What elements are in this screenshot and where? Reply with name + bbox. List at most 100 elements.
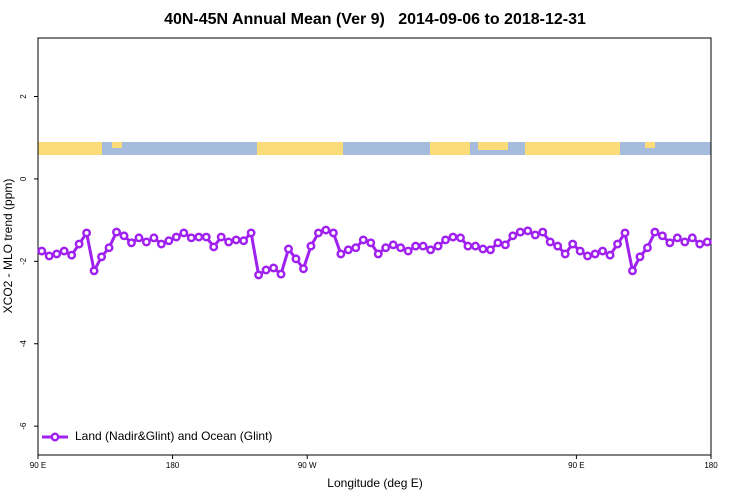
data-point [321,225,331,235]
data-point [433,241,443,251]
data-point [306,241,316,251]
data-point [598,246,608,256]
data-point [134,233,144,243]
data-point [388,240,398,250]
data-point [493,238,503,248]
y-tick-label: -6 [19,422,28,430]
data-point [471,241,480,251]
data-point [343,245,353,255]
data-point [642,243,652,253]
data-point [702,237,712,247]
data-point [575,246,585,256]
data-point [59,246,69,256]
y-tick-label: 0 [19,176,28,181]
data-point [112,227,121,237]
data-point [74,239,84,249]
data-point [82,228,92,238]
data-point [269,263,278,273]
data-point [246,228,256,238]
data-point [426,245,436,255]
x-tick-label: 90 E [568,461,584,470]
land-strip [112,142,122,148]
data-point [448,232,458,242]
data-point [366,238,376,248]
x-tick-label: 90 E [30,461,46,470]
data-point [628,266,637,276]
data-point [141,237,151,247]
land-strip [430,142,470,155]
land-strip [38,142,102,155]
data-point [515,227,525,237]
data-point [164,236,174,246]
data-point [605,250,615,260]
data-point [381,243,391,253]
data-point [186,233,196,243]
data-point [672,233,682,243]
data-point [538,227,548,237]
plot-frame [37,37,712,456]
data-point [328,228,338,238]
land-ocean-strip [38,142,711,155]
data-point [665,238,675,248]
land-strip [645,142,655,148]
data-point [201,232,211,242]
data-point [224,237,234,247]
data-point [441,235,450,245]
chart-title: 40N-45N Annual Mean (Ver 9) 2014-09-06 t… [164,11,586,28]
data-point [194,232,204,242]
y-tick-label: -4 [19,340,28,348]
data-point [97,252,107,262]
data-point [560,249,570,259]
data-point [485,245,495,255]
data-point [67,250,77,260]
data-point [313,228,323,238]
data-point [411,241,421,251]
data-point [299,264,308,274]
data-point [553,241,563,251]
data-point [179,228,189,238]
data-point [373,249,383,259]
land-strip [478,142,508,150]
data-point [89,266,99,276]
data-point [171,232,181,242]
y-tick-label: 2 [19,94,28,99]
data-point [403,246,413,256]
data-point [583,251,593,261]
data-point [358,235,368,245]
data-point [545,237,555,247]
data-point [650,227,660,237]
data-point [156,239,166,249]
data-point [695,239,705,249]
data-point [523,226,533,236]
legend-label: Land (Nadir&Glint) and Ocean (Glint) [75,429,272,443]
data-point [52,249,62,259]
data-point [500,240,510,250]
data-point [336,249,346,259]
data-point [456,233,465,243]
data-point [127,238,136,248]
x-axis-label: Longitude (deg E) [327,476,422,490]
data-point [209,242,219,252]
x-tick-label: 180 [166,461,180,470]
data-point [216,232,226,242]
land-strip [525,142,620,155]
data-point [44,251,54,261]
x-tick-label: 90 W [298,461,317,470]
data-point [463,241,473,251]
y-tick-label: -2 [19,257,28,265]
data-point [231,235,241,245]
x-tick-label: 180 [704,461,718,470]
data-point [254,270,264,280]
data-point [239,236,249,246]
land-strip [257,142,343,155]
data-point [530,230,540,240]
data-point [478,244,488,254]
data-point [149,233,159,243]
data-point [119,231,129,241]
data-point [687,233,697,243]
data-point [261,265,271,275]
data-point [680,237,690,247]
data-point [276,269,286,279]
data-point [568,239,578,249]
